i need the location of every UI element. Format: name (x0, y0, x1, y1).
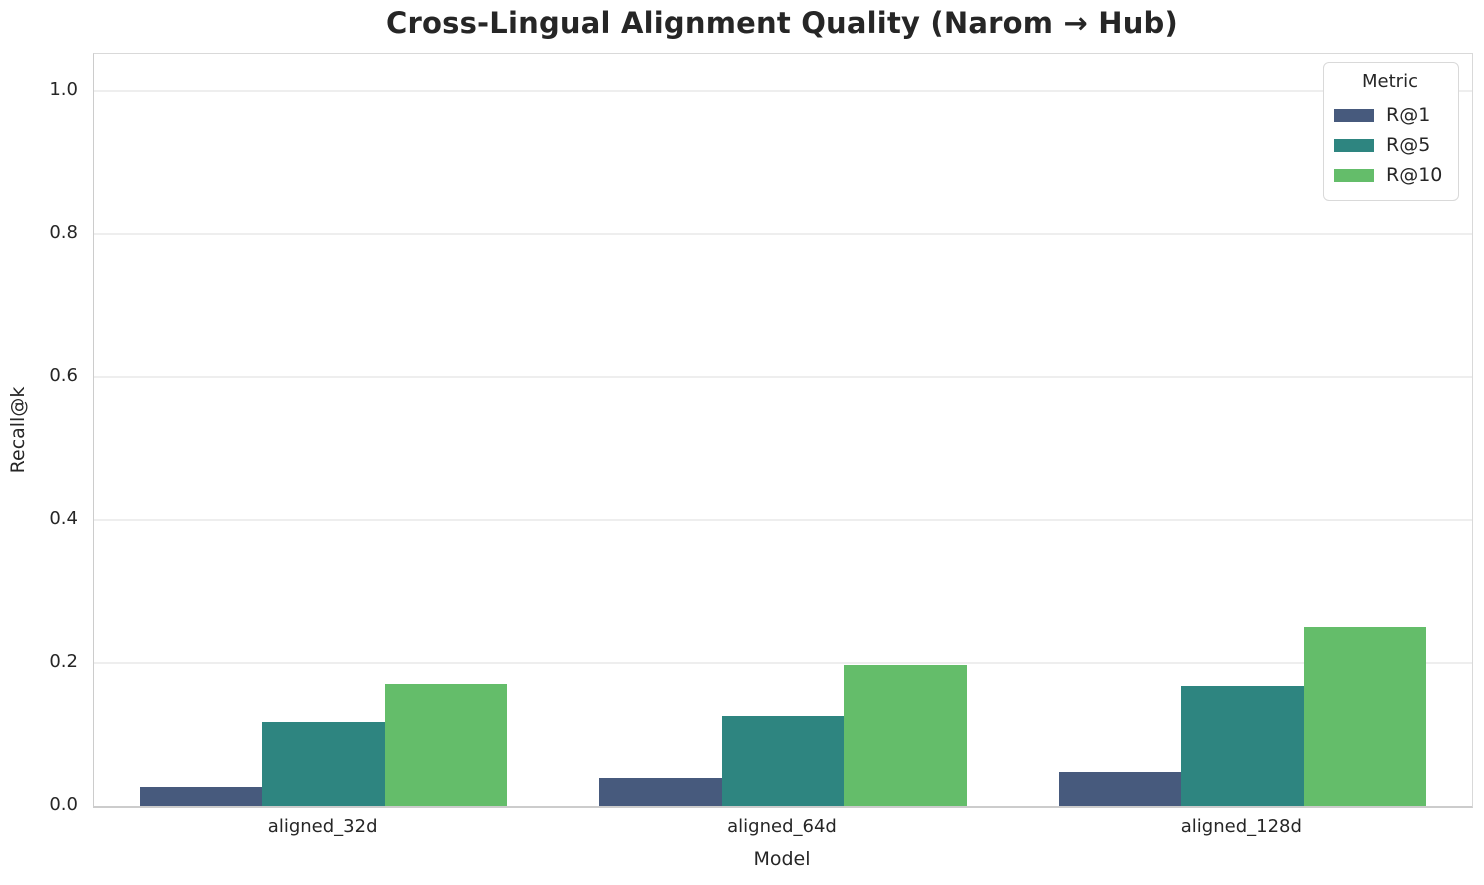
gridline (94, 376, 1472, 378)
legend-swatch-icon (1334, 108, 1374, 122)
y-tick-label: 0.4 (49, 508, 78, 529)
legend-label: R@10 (1386, 164, 1443, 186)
legend-title: Metric (1362, 71, 1418, 92)
bar-aligned_128d-R@5 (1181, 685, 1304, 806)
legend-items: R@1 R@5 R@10 (1334, 100, 1446, 190)
bar-aligned_32d-R@1 (139, 786, 263, 806)
legend-swatch-icon (1334, 138, 1374, 152)
x-tick-label: aligned_32d (267, 816, 378, 837)
y-axis-label: Recall@k (7, 386, 29, 474)
legend-label: R@5 (1386, 134, 1431, 156)
bar-aligned_128d-R@10 (1303, 626, 1427, 806)
x-tick-label: aligned_64d (727, 816, 837, 837)
legend: Metric R@1 R@5 R@10 (1323, 62, 1459, 201)
y-tick-label: 0.6 (49, 365, 78, 386)
x-tick-label: aligned_128d (1180, 816, 1302, 837)
legend-swatch-icon (1334, 168, 1374, 182)
bar-aligned_32d-R@5 (262, 722, 385, 806)
bar-aligned_64d-R@10 (844, 665, 967, 806)
y-tick-label: 1.0 (49, 79, 78, 100)
plot-area (93, 53, 1473, 808)
legend-label: R@1 (1386, 104, 1431, 126)
chart-title: Cross-Lingual Alignment Quality (Narom →… (386, 6, 1178, 40)
gridline (94, 90, 1472, 92)
legend-item-R@10: R@10 (1334, 160, 1446, 190)
bar-aligned_32d-R@10 (384, 684, 508, 806)
bar-aligned_64d-R@5 (721, 715, 845, 806)
y-tick-label: 0.8 (49, 222, 78, 243)
bar-aligned_128d-R@1 (1058, 771, 1182, 806)
y-tick-label: 0.0 (49, 794, 78, 815)
gridline (94, 233, 1472, 235)
bar-aligned_64d-R@1 (599, 778, 722, 806)
y-tick-label: 0.2 (49, 651, 78, 672)
legend-item-R@1: R@1 (1334, 100, 1446, 130)
legend-item-R@5: R@5 (1334, 130, 1446, 160)
x-axis-label: Model (753, 848, 811, 870)
gridline (94, 662, 1472, 664)
gridline (94, 519, 1472, 521)
